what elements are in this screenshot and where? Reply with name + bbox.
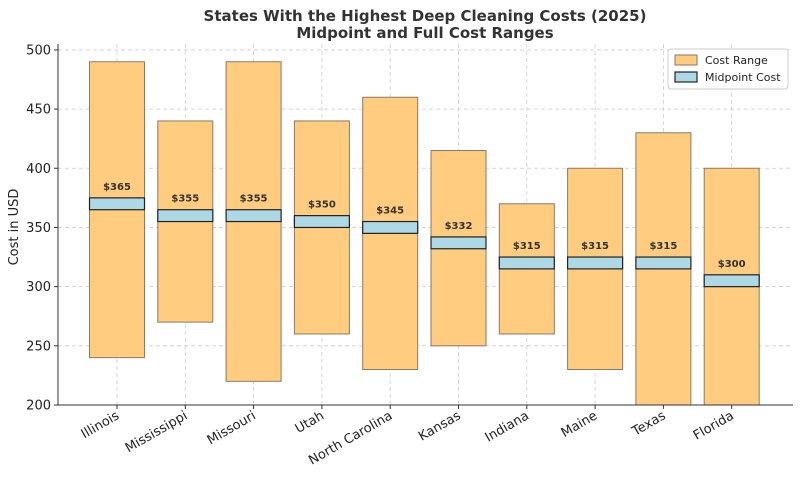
x-tick-label: Maine	[559, 408, 600, 441]
midpoint-bar	[362, 220, 419, 234]
midpoint-value-label: $315	[513, 241, 541, 252]
midpoint-value-label: $332	[445, 221, 473, 232]
midpoint-bar	[566, 256, 624, 270]
midpoint-bar	[88, 197, 146, 211]
y-tick-label: 500	[26, 43, 51, 58]
legend: Cost Range Midpoint Cost	[667, 48, 789, 90]
x-tick-label: Texas	[629, 408, 669, 440]
legend-swatch-midpoint	[674, 71, 698, 83]
x-tick-label: Mississippi	[123, 408, 190, 456]
legend-swatch-cost-range	[674, 54, 698, 66]
y-axis-label: Cost in USD	[7, 189, 22, 266]
x-tick-label: Florida	[691, 408, 737, 443]
y-tick-label: 200	[26, 399, 51, 414]
midpoint-value-label: $365	[103, 182, 131, 193]
legend-frame	[667, 48, 789, 90]
midpoint-bar	[498, 256, 555, 270]
midpoint-bar	[430, 236, 487, 250]
midpoint-value-label: $345	[376, 206, 404, 217]
midpoint-bar	[225, 209, 282, 223]
legend-label-cost-range: Cost Range	[705, 54, 768, 67]
midpoint-bar	[635, 256, 692, 270]
midpoint-value-label: $350	[308, 200, 336, 211]
chart-subtitle: Midpoint and Full Cost Ranges	[296, 24, 553, 42]
midpoint-value-label: $315	[581, 241, 609, 252]
x-tick-label: Utah	[293, 408, 327, 436]
legend-label-midpoint: Midpoint Cost	[705, 71, 781, 84]
x-tick-label: Indiana	[483, 408, 532, 445]
y-tick-label: 350	[26, 221, 51, 236]
x-tick-label: Illinois	[79, 408, 122, 442]
y-tick-label: 400	[26, 162, 51, 177]
labels-layer: $365 $355 $355 $350 $345 $332 $315 $315 $315 $300	[103, 182, 746, 270]
midpoint-value-label: $300	[718, 259, 746, 270]
chart-title: States With the Highest Deep Cleaning Co…	[204, 7, 647, 25]
x-tick-label: Kansas	[416, 408, 464, 444]
y-tick-label: 450	[26, 103, 51, 118]
midpoint-bar	[157, 209, 214, 223]
midpoint-bar	[293, 215, 350, 229]
x-tick-label: Missouri	[205, 408, 259, 448]
midpoint-value-label: $355	[171, 194, 199, 205]
midpoint-value-label: $315	[649, 241, 677, 252]
y-tick-label: 250	[26, 339, 51, 354]
midpoint-bar	[703, 274, 760, 288]
midpoint-value-label: $355	[240, 194, 268, 205]
y-tick-label: 300	[26, 280, 51, 295]
bars-layer	[88, 61, 760, 406]
